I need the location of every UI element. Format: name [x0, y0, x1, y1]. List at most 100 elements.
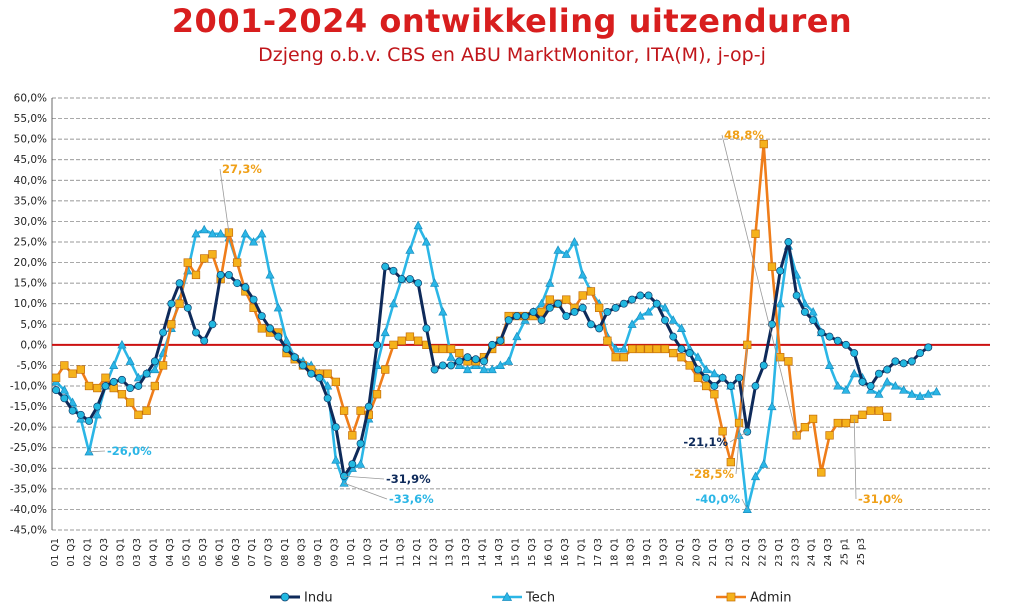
data-point-indu: [117, 375, 126, 384]
data-point-indu: [422, 324, 431, 333]
data-point-admin: [825, 431, 834, 440]
annotation-label: 27,3%: [222, 162, 262, 176]
y-tick-label: 35,0%: [14, 195, 47, 207]
data-point-indu: [405, 275, 414, 283]
data-point-admin: [455, 348, 464, 358]
data-point-tech: [874, 389, 884, 398]
data-point-indu: [216, 270, 225, 279]
y-tick-label: 60,0%: [14, 93, 47, 105]
data-point-indu: [586, 320, 595, 329]
data-point-tech: [849, 368, 859, 378]
data-point-indu: [891, 357, 900, 366]
data-point-indu: [364, 402, 373, 411]
data-point-indu: [438, 361, 447, 370]
data-point-tech: [504, 356, 514, 365]
data-point-admin: [200, 254, 209, 263]
series-line-admin: [55, 142, 888, 474]
x-tick-label: 10 Q1: [346, 538, 357, 567]
x-tick-label: 04 Q1: [148, 538, 159, 567]
data-point-admin: [603, 336, 612, 345]
data-point-admin: [866, 406, 875, 415]
data-point-indu: [743, 427, 752, 436]
x-tick-label: 17 Q1: [576, 538, 587, 567]
y-tick-label: 15,0%: [14, 278, 47, 290]
data-point-indu: [159, 328, 168, 337]
annotation-leader: [735, 344, 748, 475]
data-point-indu: [842, 340, 850, 349]
data-point-indu: [323, 394, 332, 403]
data-point-admin: [323, 369, 332, 378]
data-point-indu: [784, 238, 793, 246]
data-point-admin: [611, 353, 620, 362]
data-point-admin: [150, 381, 160, 391]
x-tick-label: 05 Q1: [181, 538, 192, 567]
data-point-admin: [701, 381, 711, 391]
data-point-indu: [603, 307, 612, 316]
data-point-tech: [808, 307, 818, 316]
annotation-label: 48,8%: [724, 128, 764, 142]
data-point-tech: [775, 298, 785, 308]
data-point-admin: [191, 270, 201, 280]
x-tick-label: 10 Q3: [362, 538, 373, 567]
y-tick-label: -10,0%: [10, 381, 47, 393]
data-point-indu: [726, 382, 735, 390]
data-point-admin: [792, 431, 801, 440]
data-point-admin: [808, 414, 818, 424]
data-point-tech: [92, 409, 102, 419]
data-point-indu: [348, 460, 357, 469]
data-point-indu: [644, 291, 653, 300]
data-point-indu: [241, 283, 250, 292]
data-point-admin: [759, 139, 768, 149]
x-tick-label: 13 Q1: [445, 538, 456, 567]
annotation-leader: [343, 482, 388, 500]
data-point-tech: [479, 364, 489, 374]
data-point-indu: [833, 336, 842, 345]
annotation-label: -28,5%: [689, 467, 734, 481]
legend-label-tech: Tech: [525, 591, 555, 606]
data-point-admin: [372, 390, 382, 399]
data-point-admin: [817, 468, 826, 477]
x-tick-label: 13 Q3: [461, 538, 472, 567]
data-point-indu: [282, 345, 291, 353]
annotation-leader: [853, 418, 857, 500]
x-tick-label: 01 Q3: [66, 538, 77, 567]
x-tick-label: 11 Q3: [395, 538, 406, 567]
data-point-tech: [438, 307, 448, 316]
data-point-admin: [677, 353, 686, 362]
data-point-indu: [266, 324, 274, 333]
data-point-indu: [150, 357, 159, 366]
x-tick-label: 19 Q3: [659, 538, 670, 567]
y-tick-label: -40,0%: [10, 504, 47, 516]
data-point-admin: [389, 340, 398, 350]
data-point-indu: [817, 328, 826, 337]
data-point-admin: [874, 406, 884, 415]
data-point-tech: [701, 364, 711, 374]
data-point-indu: [710, 382, 719, 390]
data-point-admin: [208, 250, 217, 259]
data-point-indu: [126, 384, 135, 393]
data-point-tech: [388, 298, 399, 308]
data-point-admin: [718, 427, 727, 436]
y-tick-label: 5,0%: [20, 319, 47, 331]
x-tick-label: 02 Q3: [99, 538, 110, 567]
y-tick-label: 50,0%: [14, 134, 47, 146]
data-point-indu: [257, 312, 266, 321]
annotation-leader: [344, 475, 385, 480]
data-point-indu: [504, 316, 513, 325]
data-point-tech: [569, 237, 580, 246]
data-point-admin: [578, 291, 587, 300]
x-tick-label: 08 Q3: [297, 538, 308, 567]
data-point-indu: [768, 320, 776, 329]
data-point-indu: [414, 279, 423, 288]
data-point-indu: [85, 417, 93, 425]
legend-label-indu: Indu: [304, 591, 333, 606]
annotation-leader: [721, 134, 798, 436]
data-point-tech: [150, 364, 160, 374]
data-point-tech: [759, 459, 769, 468]
data-point-indu: [381, 262, 390, 271]
data-point-tech: [265, 269, 275, 279]
data-point-indu: [455, 357, 464, 366]
data-point-indu: [224, 270, 233, 279]
x-tick-label: 21 Q1: [708, 538, 719, 567]
